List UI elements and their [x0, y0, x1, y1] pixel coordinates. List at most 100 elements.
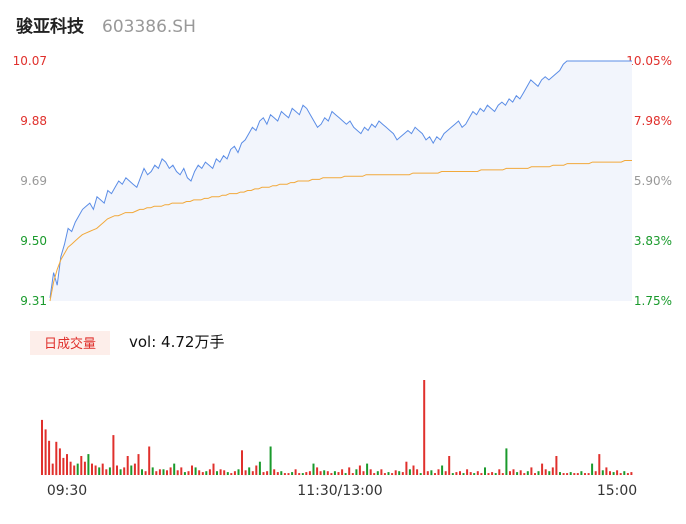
volume-bar	[233, 471, 236, 475]
volume-bar	[226, 472, 229, 475]
volume-bar	[437, 469, 440, 475]
volume-bar	[469, 472, 472, 475]
volume-bar	[41, 419, 43, 475]
volume-bar	[619, 473, 622, 475]
volume-bar	[612, 472, 615, 475]
volume-bar	[630, 472, 633, 475]
average-price-line	[49, 160, 632, 302]
volume-bar	[362, 471, 365, 475]
volume-bar	[401, 472, 404, 475]
volume-bar	[594, 471, 597, 475]
volume-badge	[30, 331, 110, 355]
volume-bar	[491, 472, 494, 475]
volume-bar	[337, 472, 340, 475]
volume-bar	[91, 463, 93, 475]
volume-bar	[258, 461, 261, 475]
volume-bar	[591, 463, 594, 475]
volume-bar	[544, 469, 547, 475]
volume-bar	[480, 473, 483, 475]
volume-bar	[398, 471, 401, 475]
percent-tick-label: 7.98%	[634, 114, 672, 128]
volume-bar	[198, 470, 201, 476]
volume-bar	[509, 471, 511, 475]
volume-bar	[87, 454, 90, 475]
price-tick-label: 9.88	[20, 114, 47, 128]
volume-bar	[383, 473, 386, 475]
volume-bar	[133, 463, 136, 475]
percent-axis-labels: 10.05% 7.98% 5.90% 3.83% 1.75%	[626, 54, 672, 308]
volume-bar	[101, 463, 104, 475]
percent-tick-label: 1.75%	[634, 294, 672, 308]
volume-bar	[391, 473, 394, 475]
volume-bar	[501, 473, 504, 475]
volume-bar	[44, 429, 47, 475]
volume-bar	[598, 454, 601, 475]
volume-bar	[344, 473, 347, 475]
volume-bar	[301, 473, 304, 475]
volume-bar	[201, 472, 204, 475]
volume-bar	[330, 473, 333, 475]
volume-bar	[416, 469, 419, 475]
price-tick-label: 10.07	[13, 54, 47, 68]
volume-bar	[566, 473, 569, 475]
volume-bar	[323, 470, 326, 476]
volume-bar	[484, 467, 486, 475]
volume-bar	[358, 465, 361, 475]
volume-bar	[141, 469, 143, 475]
volume-bar	[526, 471, 529, 475]
volume-bar	[151, 467, 154, 475]
volume-bar	[155, 471, 158, 475]
volume-bar	[387, 472, 390, 475]
volume-bar	[587, 473, 590, 475]
volume-bar	[487, 473, 490, 475]
volume-bar	[51, 463, 54, 475]
volume-bar	[230, 473, 233, 475]
volume-bar	[541, 463, 544, 475]
volume-bar	[298, 473, 301, 475]
time-label-close: 15:00	[597, 483, 637, 499]
volume-bar	[523, 473, 526, 475]
volume-bar	[562, 473, 565, 475]
volume-bar	[430, 470, 433, 476]
volume-bar	[351, 473, 354, 475]
volume-bar	[283, 473, 286, 475]
volume-bar	[308, 471, 311, 475]
volume-bar	[94, 465, 97, 475]
volume-bar	[280, 471, 283, 475]
volume-bar	[459, 471, 461, 475]
volume-bar	[294, 469, 297, 475]
volume-bar	[626, 473, 629, 475]
volume-bar	[116, 465, 118, 475]
volume-bar	[112, 435, 115, 475]
volume-bar	[380, 469, 383, 475]
volume-bar	[262, 472, 265, 475]
volume-bar	[455, 472, 458, 475]
volume-badge-label: 日成交量	[44, 336, 96, 352]
volume-bar	[66, 454, 68, 475]
volume-bar	[98, 467, 101, 475]
volume-bar	[194, 467, 197, 475]
volume-bar	[466, 469, 469, 475]
volume-bar	[605, 467, 608, 475]
volume-bar	[505, 448, 508, 475]
volume-bar	[158, 469, 161, 475]
volume-bar	[548, 471, 551, 475]
volume-bar	[176, 470, 179, 476]
volume-bar	[584, 473, 586, 475]
volume-bar	[255, 465, 258, 475]
volume-bar	[434, 473, 436, 475]
volume-bar	[69, 461, 72, 475]
volume-bar	[205, 471, 208, 475]
volume-bar	[516, 472, 519, 475]
volume-bar	[244, 470, 247, 476]
volume-bar	[426, 471, 429, 475]
percent-tick-label: 5.90%	[634, 174, 672, 188]
volume-bar	[551, 467, 554, 475]
volume-bar	[130, 465, 133, 475]
volume-bar	[191, 465, 193, 475]
volume-bar	[80, 456, 83, 475]
volume-bar	[451, 473, 454, 475]
percent-tick-label: 3.83%	[634, 234, 672, 248]
volume-bar	[555, 456, 558, 475]
